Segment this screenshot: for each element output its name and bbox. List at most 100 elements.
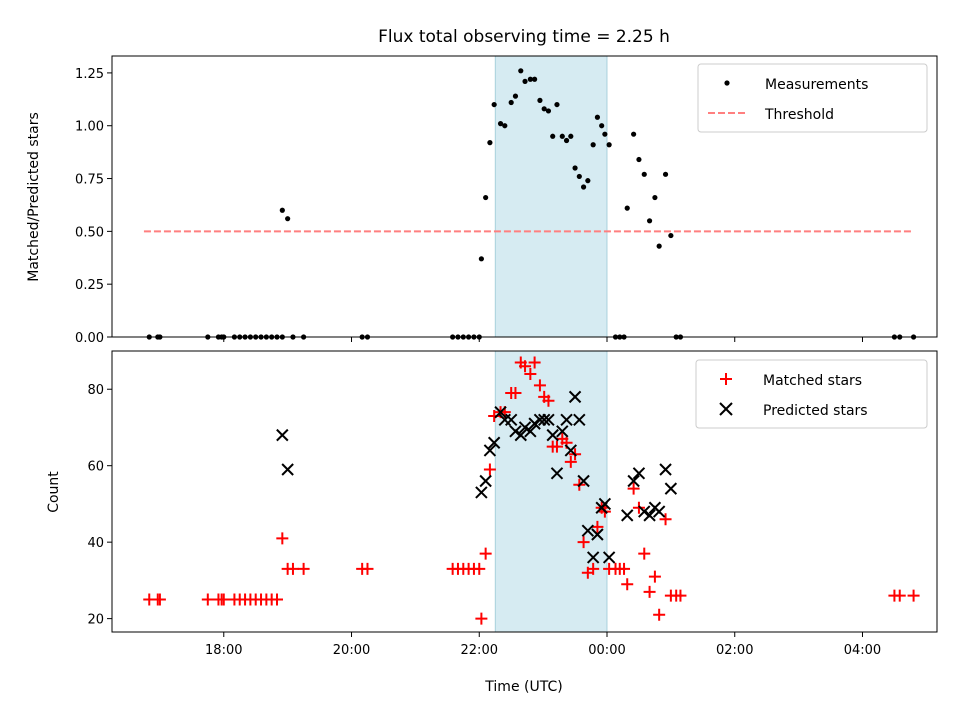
bottom-highlight-span — [494, 350, 608, 633]
matched-stars-point — [643, 585, 656, 598]
predicted-stars-point — [537, 413, 551, 427]
matched-stars-point — [276, 532, 289, 545]
matched-stars-point — [297, 562, 310, 575]
legend-predicted-marker — [719, 402, 733, 416]
measurements-point — [478, 256, 484, 262]
matched-stars-point — [618, 562, 631, 575]
measurements-point — [502, 123, 508, 129]
predicted-stars-point — [591, 528, 604, 541]
top-y-tick-label: 1.00 — [75, 120, 104, 135]
top-y-tick-label: 0.25 — [75, 278, 104, 293]
matched-stars-point — [587, 562, 600, 575]
measurements-point — [646, 218, 653, 224]
matched-stars-point — [564, 455, 577, 468]
measurements-point — [652, 194, 658, 201]
predicted-stars-point — [475, 486, 488, 499]
predicted-stars-point — [664, 482, 678, 495]
x-tick-label: 00:00 — [588, 643, 625, 658]
measurements-point — [559, 133, 565, 139]
predicted-stars-point — [550, 467, 564, 480]
predicted-stars-point — [564, 444, 578, 457]
matched-stars-point — [659, 513, 672, 526]
measurements-point — [602, 131, 608, 137]
matched-stars-point — [488, 409, 501, 422]
matched-stars-point — [550, 440, 563, 453]
measurements-point — [522, 78, 528, 84]
matched-stars-point — [509, 387, 522, 400]
bottom-y-tick-label: 20 — [87, 613, 104, 628]
matched-stars-point — [475, 612, 488, 625]
matched-stars-point — [361, 562, 374, 575]
matched-stars-point — [479, 547, 492, 560]
bottom-y-axis-label: Count — [46, 471, 62, 513]
matched-stars-point — [286, 562, 299, 575]
measurements-point — [527, 76, 533, 82]
predicted-stars-point — [560, 413, 573, 427]
measurements-point — [662, 171, 669, 177]
predicted-stars-point — [581, 524, 595, 537]
measurements-point — [508, 99, 514, 106]
measurements-point — [279, 207, 285, 213]
measurements-point — [568, 133, 574, 139]
measurements-point — [624, 205, 630, 211]
predicted-stars-point — [586, 551, 600, 564]
top-legend: Measurements Threshold — [697, 63, 928, 133]
predicted-stars-point — [483, 444, 497, 457]
measurements-point — [554, 101, 560, 108]
predicted-stars-point — [542, 413, 555, 427]
predicted-stars-point — [602, 551, 616, 564]
measurements-point — [606, 142, 612, 148]
predicted-stars-point — [518, 421, 532, 434]
predicted-stars-point — [487, 436, 501, 449]
bottom-y-tick-label: 40 — [87, 536, 104, 551]
predicted-stars-point — [568, 390, 582, 404]
measurements-point — [599, 123, 605, 129]
matched-stars-point — [153, 593, 166, 606]
legend-threshold-label: Threshold — [764, 107, 834, 123]
measurements-point — [580, 184, 587, 190]
matched-stars-point — [473, 562, 486, 575]
measurements-point — [487, 140, 493, 146]
top-y-tick-label: 0.75 — [75, 173, 104, 188]
bottom-y-tick-label: 80 — [87, 383, 104, 398]
predicted-stars-point — [652, 505, 666, 518]
chart-title: Flux total observing time = 2.25 h — [378, 27, 670, 47]
bottom-panel: 20 40 60 80 18:00 20:00 22:00 00:00 02:00 04:00 C… — [46, 350, 938, 695]
predicted-stars-point — [577, 474, 590, 488]
matched-stars-point — [674, 589, 687, 602]
predicted-stars-point — [556, 425, 569, 438]
measurements-point — [641, 171, 647, 177]
predicted-stars-point — [528, 417, 541, 430]
matched-stars-point — [483, 463, 496, 476]
matched-stars-point — [632, 501, 645, 514]
measurements-point — [563, 137, 570, 144]
predicted-stars-point — [514, 428, 527, 442]
measurements-point — [532, 76, 538, 82]
measurements-point — [512, 93, 519, 99]
measurements-point — [631, 131, 637, 137]
predicted-stars-point — [638, 505, 651, 518]
top-plot-frame — [111, 55, 938, 338]
matched-stars-point — [524, 367, 537, 380]
legend-matched-marker — [720, 373, 732, 385]
predicted-stars-point — [504, 413, 518, 427]
measurements-point — [491, 101, 497, 108]
x-tick-label: 22:00 — [461, 643, 498, 658]
bottom-legend: Matched stars Predicted stars — [695, 359, 928, 429]
x-tick-label: 20:00 — [333, 643, 370, 658]
predicted-stars-point — [281, 463, 294, 476]
bottom-plot-frame — [111, 350, 938, 633]
legend-predicted-label: Predicted stars — [763, 403, 868, 419]
measurements-point — [668, 232, 674, 239]
top-y-tick-label: 1.25 — [75, 67, 104, 82]
matched-stars-point — [528, 356, 541, 369]
measurements-point — [636, 156, 642, 163]
matched-stars-point — [907, 589, 920, 602]
measurements-point — [550, 133, 556, 139]
top-y-axis-label: Matched/Predicted stars — [26, 112, 42, 282]
x-tick-label: 04:00 — [844, 643, 881, 658]
predicted-stars-point — [494, 405, 507, 419]
bottom-y-tick-label: 60 — [87, 460, 104, 475]
matched-stars-point — [201, 593, 214, 606]
